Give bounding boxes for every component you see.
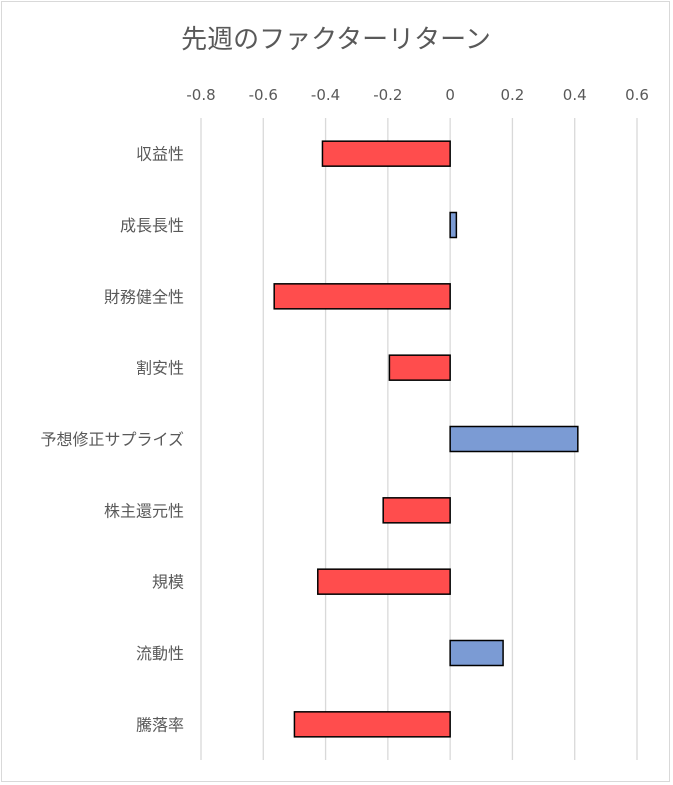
bar: [321, 140, 451, 167]
bar: [449, 639, 504, 667]
category-label: 予想修正サプライズ: [40, 430, 184, 449]
bar: [317, 568, 451, 595]
x-tick-label: 0.6: [625, 86, 649, 104]
bar: [449, 211, 458, 239]
bar: [382, 497, 451, 524]
chart-title: 先週のファクターリターン: [181, 25, 491, 55]
bars: [273, 140, 579, 738]
x-tick-label: -0.8: [186, 86, 215, 104]
category-label: 騰落率: [136, 715, 184, 734]
x-tick-label: 0: [445, 86, 455, 104]
category-label: 財務健全性: [104, 287, 184, 306]
category-label: 流動性: [136, 644, 184, 663]
bar: [293, 711, 451, 738]
category-label: 収益性: [136, 145, 184, 164]
x-tick-label: 0.4: [563, 86, 587, 104]
x-tick-label: -0.6: [249, 86, 278, 104]
category-label: 株主還元性: [104, 501, 184, 520]
bar: [388, 354, 451, 381]
x-tick-label: 0.2: [500, 86, 524, 104]
category-label: 割安性: [136, 359, 184, 378]
category-label: 成長長性: [120, 216, 184, 235]
category-label: 規模: [152, 573, 184, 592]
bar: [273, 283, 451, 310]
x-axis-ticks: -0.8 -0.6 -0.4 -0.2 0 0.2 0.4 0.6: [186, 86, 649, 104]
x-tick-label: -0.4: [311, 86, 340, 104]
bar: [449, 425, 579, 453]
x-tick-label: -0.2: [373, 86, 402, 104]
